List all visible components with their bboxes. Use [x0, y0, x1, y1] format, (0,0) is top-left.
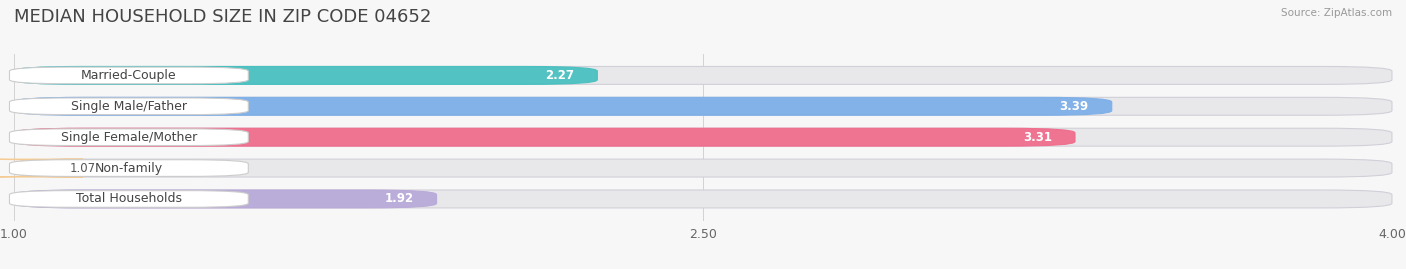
FancyBboxPatch shape [14, 66, 1392, 84]
FancyBboxPatch shape [14, 128, 1392, 146]
FancyBboxPatch shape [14, 190, 437, 208]
Text: Single Male/Father: Single Male/Father [70, 100, 187, 113]
FancyBboxPatch shape [10, 191, 249, 207]
FancyBboxPatch shape [14, 97, 1112, 115]
FancyBboxPatch shape [10, 160, 249, 176]
Text: Total Households: Total Households [76, 192, 181, 206]
Text: 1.07: 1.07 [69, 162, 96, 175]
FancyBboxPatch shape [14, 128, 1076, 146]
FancyBboxPatch shape [10, 67, 249, 84]
Text: Married-Couple: Married-Couple [82, 69, 177, 82]
FancyBboxPatch shape [10, 129, 249, 146]
FancyBboxPatch shape [10, 98, 249, 115]
Text: Source: ZipAtlas.com: Source: ZipAtlas.com [1281, 8, 1392, 18]
FancyBboxPatch shape [0, 159, 83, 177]
FancyBboxPatch shape [14, 190, 1392, 208]
Text: 3.31: 3.31 [1024, 131, 1052, 144]
FancyBboxPatch shape [14, 66, 598, 84]
Text: 2.27: 2.27 [546, 69, 575, 82]
Text: MEDIAN HOUSEHOLD SIZE IN ZIP CODE 04652: MEDIAN HOUSEHOLD SIZE IN ZIP CODE 04652 [14, 8, 432, 26]
FancyBboxPatch shape [14, 159, 1392, 177]
FancyBboxPatch shape [14, 97, 1392, 115]
Text: Non-family: Non-family [94, 162, 163, 175]
Text: 3.39: 3.39 [1060, 100, 1088, 113]
Text: Single Female/Mother: Single Female/Mother [60, 131, 197, 144]
Text: 1.92: 1.92 [384, 192, 413, 206]
